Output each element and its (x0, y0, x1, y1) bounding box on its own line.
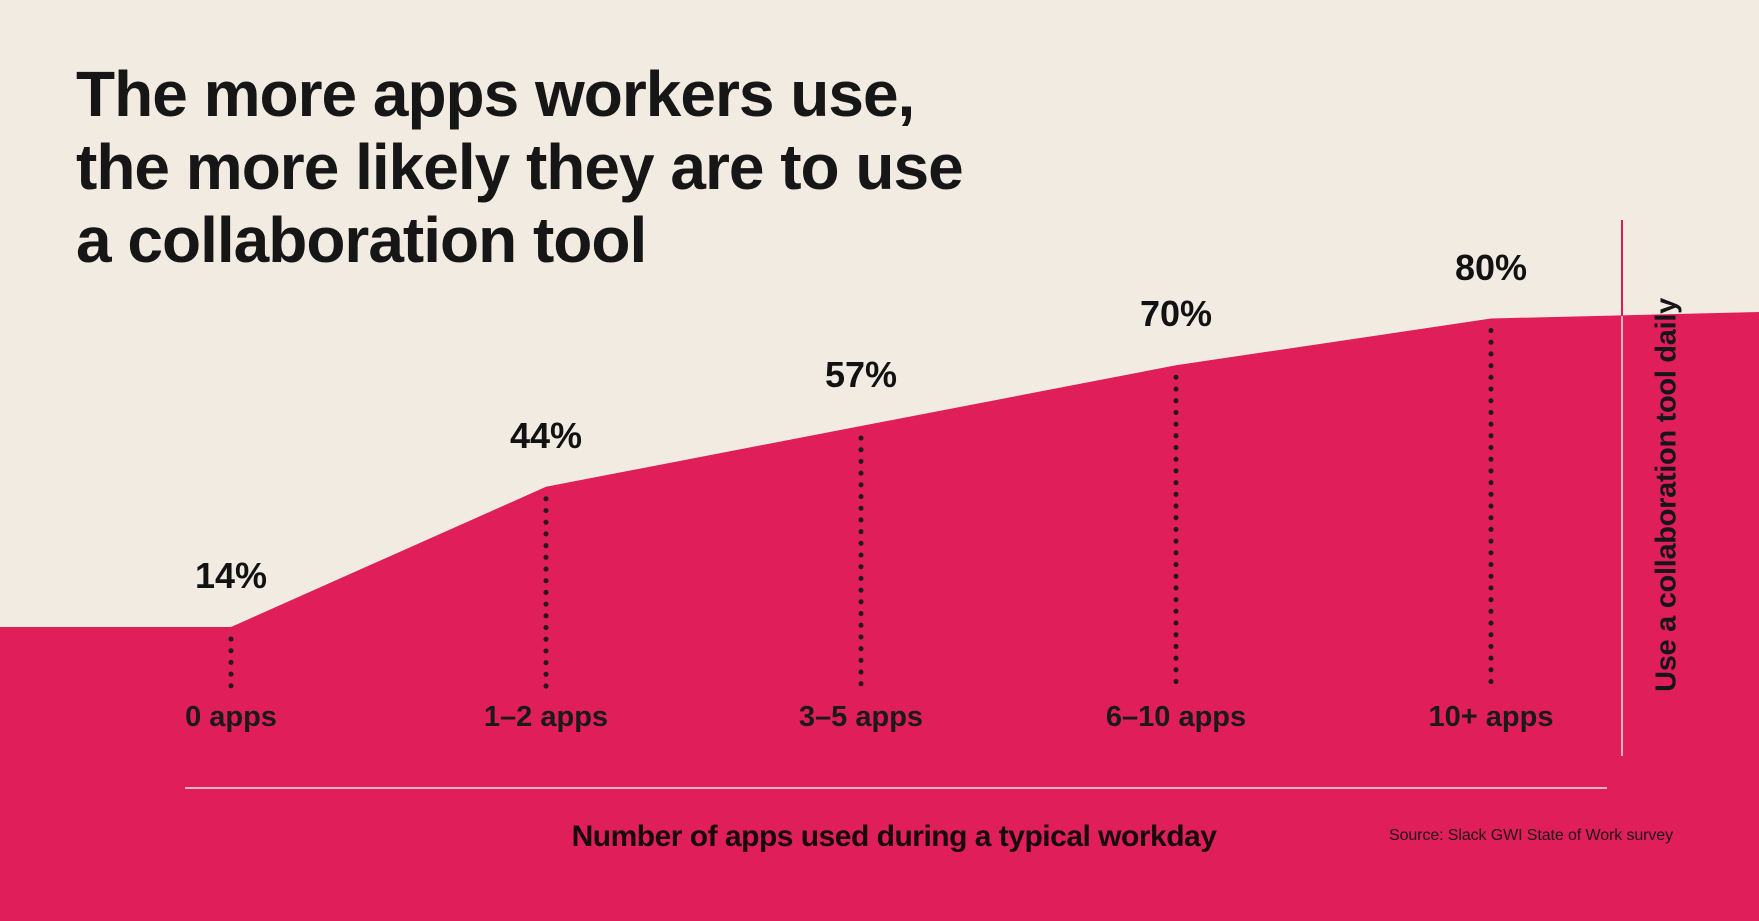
chart-title-line-2: the more likely they are to use (76, 131, 964, 203)
category-label: 1–2 apps (483, 701, 609, 733)
x-axis-line (185, 787, 1607, 789)
chart-title: The more apps workers use, the more like… (76, 58, 964, 277)
value-label: 57% (824, 354, 898, 396)
category-label: 3–5 apps (798, 701, 924, 733)
source-note: Source: Slack GWI State of Work survey (1389, 827, 1673, 844)
category-label: 10+ apps (1428, 701, 1554, 733)
x-axis-title: Number of apps used during a typical wor… (571, 820, 1217, 853)
chart-title-line-1: The more apps workers use, (76, 58, 915, 130)
chart-title-line-3: a collaboration tool (76, 204, 647, 276)
area-series (0, 312, 1759, 921)
value-label: 44% (509, 414, 583, 456)
value-label: 80% (1454, 246, 1528, 288)
value-label: 14% (194, 555, 268, 597)
category-label: 0 apps (185, 701, 277, 733)
right-reference-line-upper (1621, 220, 1623, 316)
value-label: 70% (1139, 293, 1213, 335)
right-axis-label: Use a collaboration tool daily (1650, 298, 1683, 692)
dotted-marker-lines (228, 328, 1494, 693)
right-reference-line-lower (1621, 316, 1623, 756)
category-label: 6–10 apps (1105, 701, 1247, 733)
